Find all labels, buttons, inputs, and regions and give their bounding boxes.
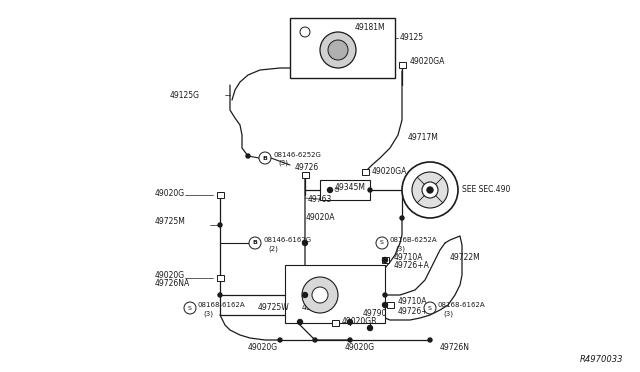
Bar [216,192,223,198]
Circle shape [348,338,352,342]
Text: (2): (2) [268,246,278,252]
Text: (3): (3) [395,246,405,252]
Text: ⊙: ⊙ [333,187,339,193]
Bar [362,169,369,175]
Text: 08146-6252G: 08146-6252G [273,152,321,158]
Circle shape [348,320,353,324]
Circle shape [383,293,387,297]
Text: 49020G: 49020G [248,343,278,353]
Circle shape [400,216,404,220]
Text: 08146-6162G: 08146-6162G [263,237,311,243]
Text: 49125: 49125 [400,33,424,42]
Circle shape [312,287,328,303]
Text: B: B [253,241,257,246]
Text: S: S [428,305,432,311]
Bar [387,302,394,308]
Text: 49725M: 49725M [155,218,186,227]
Text: 49125G: 49125G [170,90,200,99]
Circle shape [328,40,348,60]
Text: 49710A: 49710A [394,253,424,262]
Bar [332,320,339,326]
Text: 49717M: 49717M [408,134,439,142]
Bar [285,265,385,323]
Circle shape [303,31,307,33]
Circle shape [424,302,436,314]
Text: (3): (3) [203,311,213,317]
Text: B: B [262,155,268,160]
Text: 49020GA: 49020GA [410,58,445,67]
Bar [301,172,308,178]
Circle shape [427,187,433,193]
Text: 49790: 49790 [363,308,387,317]
Circle shape [303,241,307,246]
Circle shape [320,32,356,68]
Circle shape [300,27,310,37]
Circle shape [218,293,222,297]
Circle shape [246,154,250,158]
Text: 08168-6162A: 08168-6162A [198,302,246,308]
Text: 49722M: 49722M [450,253,481,263]
Text: 49710A: 49710A [398,298,428,307]
Circle shape [368,326,372,330]
Text: 49181M: 49181M [355,23,386,32]
Text: 08168-6162A: 08168-6162A [438,302,486,308]
Bar [290,18,395,78]
Text: 49020G: 49020G [155,270,185,279]
Text: 0816B-6252A: 0816B-6252A [390,237,438,243]
Circle shape [368,188,372,192]
Text: SEE SEC.490: SEE SEC.490 [462,186,510,195]
Text: 49020A: 49020A [306,214,335,222]
Text: 49726N: 49726N [440,343,470,353]
Text: 49020GB: 49020GB [342,317,377,326]
Circle shape [259,152,271,164]
Text: 49725V: 49725V [302,304,332,312]
Text: 49020G: 49020G [155,189,185,198]
Text: R4970033: R4970033 [580,356,623,365]
Circle shape [313,338,317,342]
Text: 49020G: 49020G [345,343,375,353]
Text: S: S [380,241,384,246]
Circle shape [278,338,282,342]
Text: (3): (3) [278,160,288,166]
Circle shape [303,292,307,298]
Text: 49020GA: 49020GA [372,167,408,176]
Text: 49726+A: 49726+A [398,307,434,315]
Circle shape [428,338,432,342]
Circle shape [422,182,438,198]
Circle shape [184,302,196,314]
Bar [216,275,223,281]
Circle shape [328,187,333,192]
Bar [320,180,370,200]
Circle shape [363,170,367,174]
Text: S: S [188,305,192,311]
Circle shape [383,302,387,308]
Circle shape [298,320,303,324]
Circle shape [301,28,309,36]
Text: (3): (3) [443,311,453,317]
Circle shape [376,237,388,249]
Circle shape [249,237,261,249]
Bar [381,257,388,263]
Circle shape [402,162,458,218]
Circle shape [218,223,222,227]
Circle shape [412,172,448,208]
Circle shape [302,277,338,313]
Circle shape [367,326,372,330]
Bar [399,62,406,68]
Text: 49725W: 49725W [258,304,290,312]
Text: 49726: 49726 [295,163,319,171]
Circle shape [383,257,387,263]
Text: 49345M: 49345M [335,183,366,192]
Text: 49763: 49763 [308,196,332,205]
Text: 49726NA: 49726NA [155,279,190,289]
Text: 49726+A: 49726+A [394,262,430,270]
